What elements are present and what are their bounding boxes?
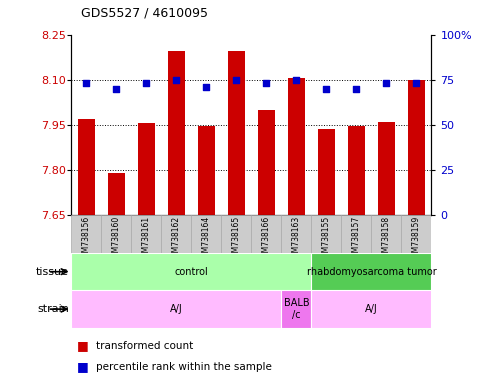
Text: GSM738165: GSM738165	[232, 216, 241, 262]
Text: control: control	[175, 266, 209, 277]
Text: A/J: A/J	[365, 304, 378, 314]
Text: GSM738164: GSM738164	[202, 216, 211, 262]
Text: GSM738163: GSM738163	[292, 216, 301, 262]
Bar	[341, 215, 371, 253]
Text: ■: ■	[76, 339, 88, 352]
Bar	[312, 253, 431, 290]
Bar	[71, 215, 102, 253]
Bar	[401, 215, 431, 253]
Bar	[282, 290, 312, 328]
Text: GSM738155: GSM738155	[322, 216, 331, 262]
Point	[173, 77, 180, 83]
Text: GSM738162: GSM738162	[172, 216, 181, 262]
Point	[82, 80, 90, 86]
Point	[233, 77, 241, 83]
Bar	[221, 215, 251, 253]
Text: GSM738160: GSM738160	[112, 216, 121, 262]
Bar	[102, 215, 132, 253]
Bar	[408, 79, 424, 215]
Text: BALB
/c: BALB /c	[283, 298, 309, 320]
Bar	[78, 119, 95, 215]
Text: rhabdomyosarcoma tumor: rhabdomyosarcoma tumor	[307, 266, 436, 277]
Text: GSM738159: GSM738159	[412, 216, 421, 262]
Bar	[288, 78, 305, 215]
Text: GSM738156: GSM738156	[82, 216, 91, 262]
Text: tissue: tissue	[36, 266, 69, 277]
Text: strain: strain	[37, 304, 69, 314]
Text: GSM738166: GSM738166	[262, 216, 271, 262]
Point	[142, 80, 150, 86]
Point	[322, 86, 330, 92]
Text: percentile rank within the sample: percentile rank within the sample	[96, 362, 272, 372]
Bar	[191, 215, 221, 253]
Bar	[378, 122, 394, 215]
Text: ■: ■	[76, 360, 88, 373]
Point	[383, 80, 390, 86]
Text: GSM738161: GSM738161	[142, 216, 151, 262]
Bar	[168, 51, 185, 215]
Text: GSM738158: GSM738158	[382, 216, 391, 262]
Point	[352, 86, 360, 92]
Point	[292, 77, 300, 83]
Bar	[132, 215, 162, 253]
Text: A/J: A/J	[170, 304, 183, 314]
Bar	[161, 215, 191, 253]
Bar	[258, 110, 275, 215]
Bar	[138, 123, 155, 215]
Bar	[251, 215, 282, 253]
Point	[413, 80, 421, 86]
Bar	[318, 129, 335, 215]
Text: GSM738157: GSM738157	[352, 216, 361, 262]
Bar	[312, 215, 341, 253]
Bar	[228, 51, 245, 215]
Point	[112, 86, 120, 92]
Bar	[71, 253, 312, 290]
Text: transformed count: transformed count	[96, 341, 193, 351]
Bar	[282, 215, 312, 253]
Point	[262, 80, 270, 86]
Bar	[371, 215, 401, 253]
Bar	[108, 173, 125, 215]
Bar	[348, 126, 365, 215]
Text: GDS5527 / 4610095: GDS5527 / 4610095	[81, 6, 209, 19]
Bar	[71, 290, 282, 328]
Bar	[312, 290, 431, 328]
Point	[203, 84, 211, 90]
Bar	[198, 126, 214, 215]
